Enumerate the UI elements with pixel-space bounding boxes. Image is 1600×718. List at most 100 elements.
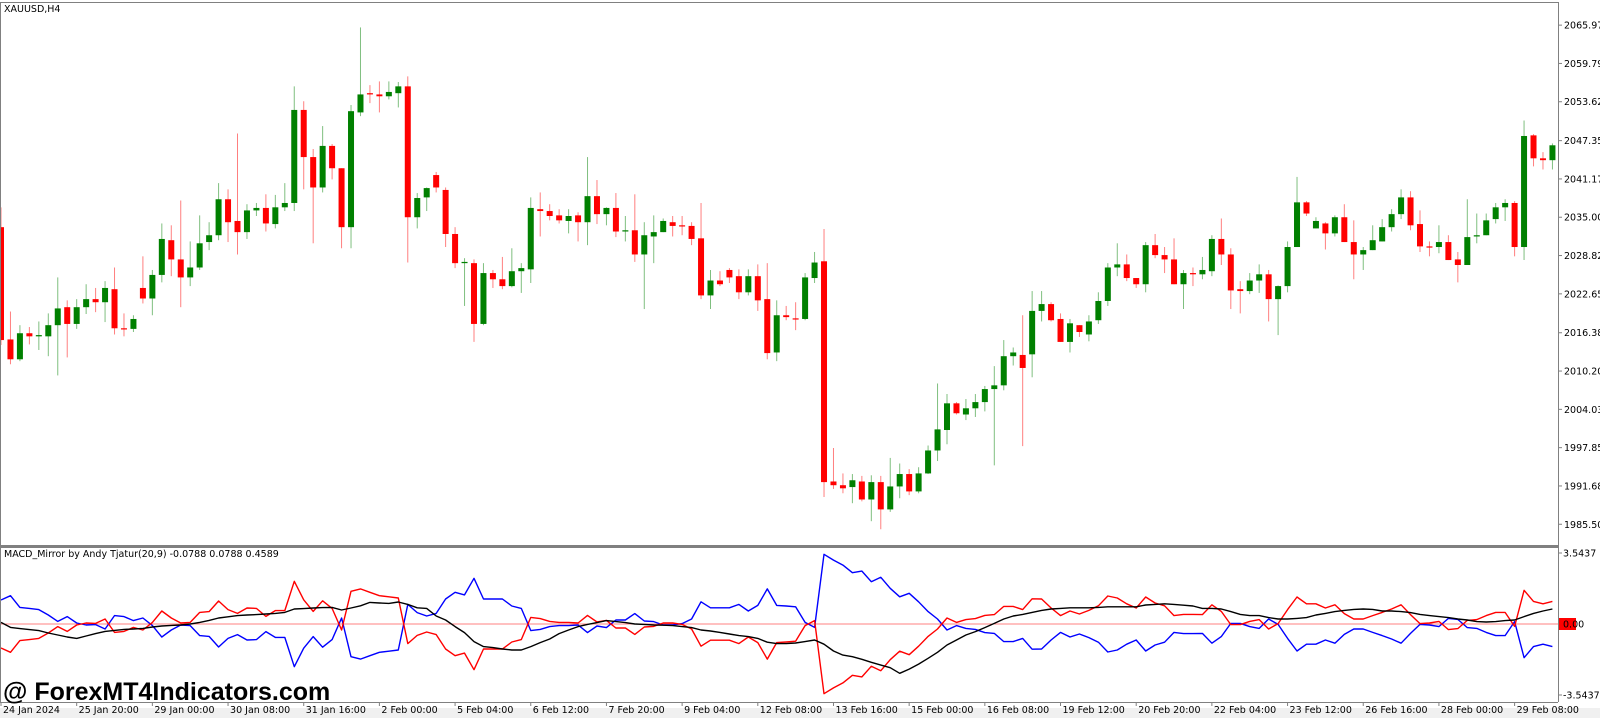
candle-bearish[interactable] — [262, 194, 269, 232]
candle-bearish[interactable] — [669, 216, 676, 237]
candle-bullish[interactable] — [281, 183, 288, 212]
candle-bullish[interactable] — [461, 258, 468, 306]
candle-bearish[interactable] — [471, 259, 477, 342]
candle-bearish[interactable] — [575, 212, 582, 242]
candle-bullish[interactable] — [518, 263, 525, 293]
candle-bearish[interactable] — [64, 300, 71, 358]
candle-bearish[interactable] — [120, 313, 127, 337]
candle-bullish[interactable] — [54, 277, 61, 376]
candle-bullish[interactable] — [1104, 263, 1111, 306]
candle-bullish[interactable] — [1398, 189, 1405, 220]
price-pane[interactable] — [0, 27, 1556, 530]
candle-bullish[interactable] — [1000, 340, 1007, 391]
candle-bearish[interactable] — [7, 311, 14, 365]
candle-bullish[interactable] — [1483, 213, 1490, 236]
candle-bullish[interactable] — [1038, 291, 1045, 322]
candle-bullish[interactable] — [272, 194, 279, 229]
candle-bearish[interactable] — [1511, 201, 1518, 257]
candle-bullish[interactable] — [1549, 143, 1556, 170]
candle-bullish[interactable] — [972, 394, 979, 417]
candle-bullish[interactable] — [243, 204, 250, 239]
candle-bearish[interactable] — [698, 202, 705, 300]
candle-bullish[interactable] — [1208, 235, 1215, 277]
candle-bearish[interactable] — [1123, 254, 1130, 282]
candle-bearish[interactable] — [1133, 278, 1140, 288]
candle-bearish[interactable] — [234, 133, 241, 255]
candle-bearish[interactable] — [329, 144, 336, 180]
candle-bullish[interactable] — [1521, 120, 1528, 261]
candle-bearish[interactable] — [754, 264, 761, 311]
candle-bullish[interactable] — [811, 251, 818, 283]
candle-bullish[interactable] — [423, 187, 430, 212]
candle-bullish[interactable] — [1010, 347, 1017, 366]
candle-bullish[interactable] — [565, 209, 572, 234]
candle-bullish[interactable] — [1502, 199, 1509, 221]
candle-bullish[interactable] — [83, 284, 90, 315]
candle-bullish[interactable] — [584, 157, 591, 246]
candle-bearish[interactable] — [546, 204, 553, 221]
candle-bullish[interactable] — [1246, 273, 1253, 295]
candle-bullish[interactable] — [1199, 256, 1206, 280]
candle-bullish[interactable] — [480, 263, 487, 326]
candle-bearish[interactable] — [1454, 251, 1461, 283]
candle-bearish[interactable] — [1303, 201, 1310, 217]
candle-bullish[interactable] — [1360, 247, 1367, 270]
candle-bullish[interactable] — [1464, 199, 1471, 266]
candle-bullish[interactable] — [1029, 291, 1036, 378]
candle-bullish[interactable] — [253, 202, 260, 217]
candle-bullish[interactable] — [1275, 285, 1282, 336]
candle-bearish[interactable] — [1057, 313, 1064, 342]
candle-bullish[interactable] — [773, 300, 780, 362]
candle-bearish[interactable] — [858, 475, 865, 502]
candle-bullish[interactable] — [1180, 269, 1187, 310]
candle-bullish[interactable] — [35, 321, 42, 350]
candle-bullish[interactable] — [1294, 176, 1301, 248]
candle-bearish[interactable] — [111, 267, 118, 335]
candle-bullish[interactable] — [641, 222, 648, 310]
candle-bearish[interactable] — [1227, 248, 1234, 310]
candle-bullish[interactable] — [73, 299, 80, 329]
candle-bullish[interactable] — [603, 207, 610, 226]
candle-bullish[interactable] — [650, 215, 657, 264]
candle-bearish[interactable] — [1417, 210, 1423, 252]
candle-bullish[interactable] — [1331, 215, 1338, 237]
candle-bearish[interactable] — [821, 229, 828, 497]
candle-bearish[interactable] — [764, 263, 771, 360]
candle-bearish[interactable] — [839, 473, 846, 494]
candle-bullish[interactable] — [1492, 202, 1499, 224]
candle-bearish[interactable] — [1530, 134, 1537, 167]
candle-bearish[interactable] — [726, 268, 733, 283]
candle-bearish[interactable] — [489, 269, 496, 288]
candle-bearish[interactable] — [1218, 218, 1225, 266]
candle-bullish[interactable] — [196, 215, 203, 270]
candle-bullish[interactable] — [357, 27, 364, 117]
candle-bullish[interactable] — [215, 183, 222, 241]
candle-bearish[interactable] — [300, 101, 307, 190]
candle-bearish[interactable] — [1048, 302, 1055, 322]
candle-bearish[interactable] — [906, 469, 913, 496]
candle-bearish[interactable] — [735, 269, 742, 300]
candle-bullish[interactable] — [1312, 217, 1319, 229]
candle-bearish[interactable] — [1019, 315, 1026, 447]
candle-bullish[interactable] — [102, 281, 109, 323]
candle-bearish[interactable] — [225, 189, 232, 243]
macd-pane[interactable] — [0, 553, 1558, 695]
candle-bearish[interactable] — [1407, 191, 1414, 231]
candle-bearish[interactable] — [499, 256, 506, 290]
candle-bullish[interactable] — [944, 394, 950, 445]
candle-bullish[interactable] — [925, 445, 932, 475]
candle-bullish[interactable] — [385, 81, 392, 100]
candle-bullish[interactable] — [158, 223, 165, 283]
candle-bearish[interactable] — [688, 222, 695, 246]
candle-bearish[interactable] — [537, 192, 544, 237]
candle-bearish[interactable] — [593, 180, 600, 225]
candle-bearish[interactable] — [1171, 238, 1178, 285]
candle-bullish[interactable] — [149, 269, 156, 316]
candle-bearish[interactable] — [1161, 247, 1168, 274]
candle-bullish[interactable] — [206, 222, 213, 251]
candle-bullish[interactable] — [991, 366, 998, 466]
candle-bearish[interactable] — [139, 256, 146, 304]
candle-bearish[interactable] — [338, 168, 345, 249]
candle-bullish[interactable] — [868, 475, 875, 522]
